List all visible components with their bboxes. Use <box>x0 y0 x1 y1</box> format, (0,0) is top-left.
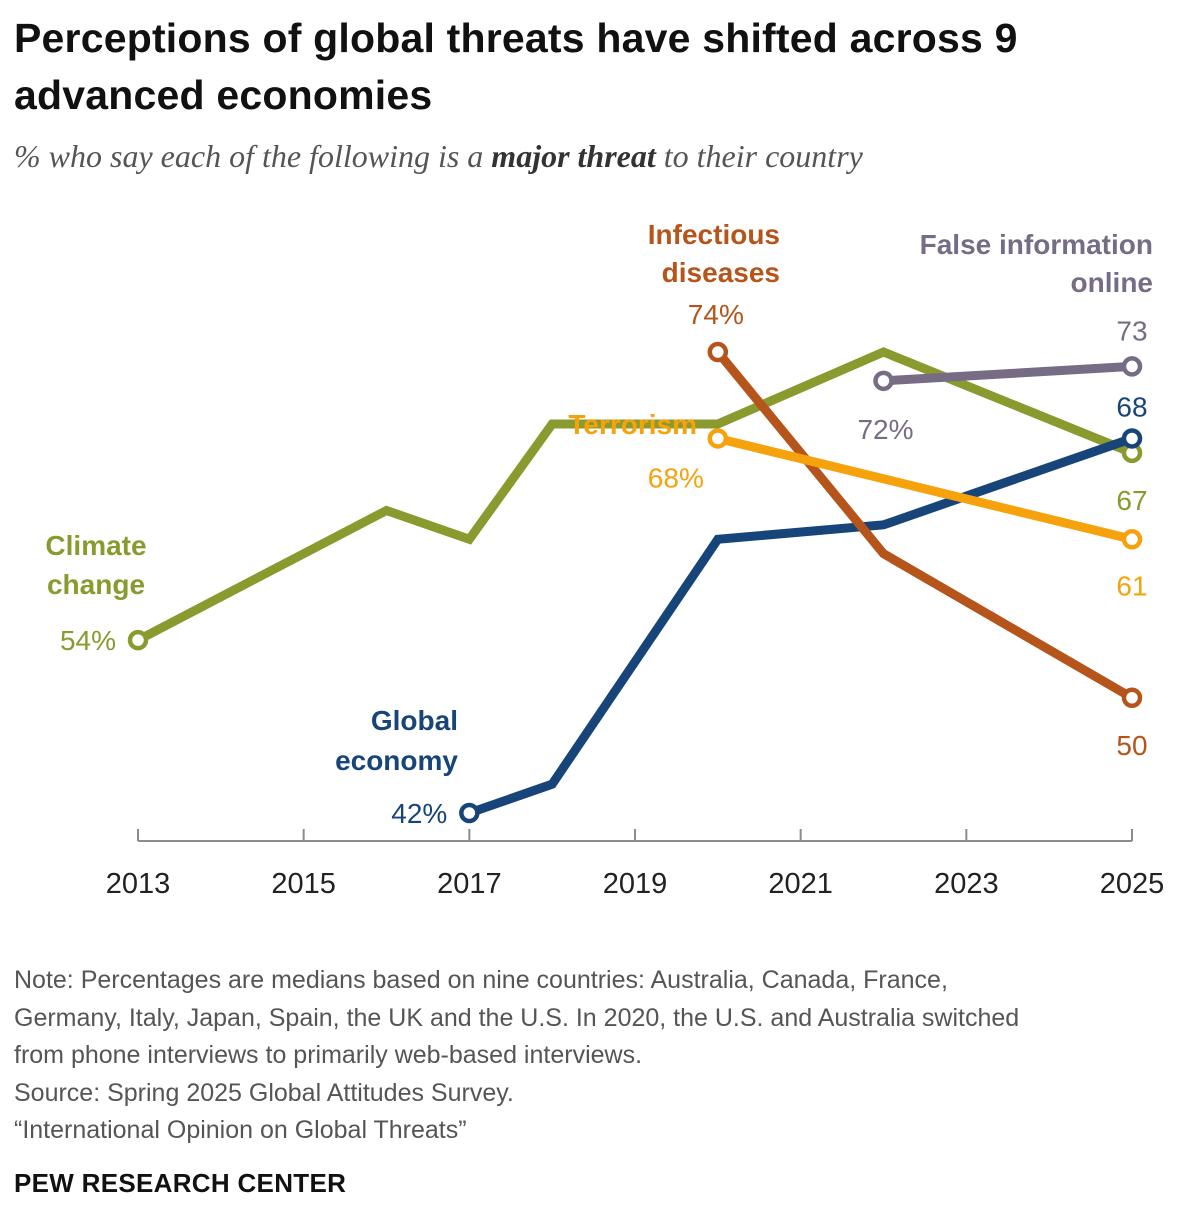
infectious-diseases-line <box>714 349 1135 702</box>
x-tick-label: 2025 <box>1100 868 1165 900</box>
subtitle-emphasis: major threat <box>491 138 656 174</box>
chart-title: Perceptions of global threats have shift… <box>14 15 1018 118</box>
false-information-online-line <box>883 361 1133 386</box>
climate-change-line <box>135 347 1134 645</box>
global-economy-end-marker <box>1121 428 1143 449</box>
global-economy-start-value: 42% <box>391 798 447 829</box>
x-tick-label: 2017 <box>437 868 502 900</box>
note-line: Germany, Italy, Japan, Spain, the UK and… <box>14 1003 1020 1032</box>
false-information-online-end-marker <box>1121 356 1143 377</box>
false-information-online-start-marker <box>873 370 894 392</box>
terrorism-start-value: 68% <box>648 462 704 493</box>
terrorism-series-label: Terrorism <box>568 409 697 440</box>
infectious-diseases-series-label: Infectious diseases <box>648 219 780 288</box>
org-credit: PEW RESEARCH CENTER <box>14 1168 347 1198</box>
source-line: Source: Spring 2025 Global Attitudes Sur… <box>14 1078 514 1107</box>
subtitle-prefix: % who say each of the following is a <box>14 138 492 174</box>
false-information-online-end-value: 73 <box>1116 315 1147 346</box>
series-lines <box>135 347 1135 818</box>
climate-change-start-marker <box>127 629 149 651</box>
x-tick-label: 2015 <box>271 868 336 900</box>
terrorism-end-marker <box>1121 529 1143 550</box>
terrorism-line <box>716 434 1134 544</box>
climate-change-series-label: Climate change <box>45 530 146 600</box>
x-axis: 2013 2015 2017 2019 2021 2023 2025 <box>106 829 1165 900</box>
series-markers <box>127 341 1143 824</box>
chart-note: Note: Percentages are medians based on n… <box>14 962 1184 1150</box>
subtitle-suffix: to their country <box>655 138 863 174</box>
chart-subtitle: % who say each of the following is a maj… <box>14 138 863 175</box>
climate-change-end-value: 67 <box>1116 485 1147 516</box>
global-economy-start-marker <box>459 802 480 824</box>
line-chart: 2013 2015 2017 2019 2021 2023 2025 Climate chan… <box>45 219 1165 900</box>
x-tick-label: 2013 <box>106 868 171 900</box>
infectious-diseases-start-marker <box>707 341 729 363</box>
climate-change-start-value: 54% <box>60 625 116 656</box>
infectious-diseases-end-marker <box>1121 687 1143 708</box>
x-tick-label: 2023 <box>934 868 999 900</box>
terrorism-start-marker <box>707 428 729 449</box>
x-tick-label: 2019 <box>603 868 668 900</box>
infectious-diseases-start-value: 74% <box>688 299 744 330</box>
series-labels: Climate change 54% 67 Global economy 42% 68 Infe… <box>45 219 1153 829</box>
terrorism-end-value: 61 <box>1116 570 1147 601</box>
global-economy-end-value: 68 <box>1116 391 1147 422</box>
note-line: from phone interviews to primarily web-b… <box>14 1041 643 1069</box>
infectious-diseases-end-value: 50 <box>1116 730 1147 761</box>
note-line: Note: Percentages are medians based on n… <box>14 966 948 994</box>
false-information-online-start-value: 72% <box>857 414 913 445</box>
report-title-line: “International Opinion on Global Threats… <box>14 1116 467 1144</box>
x-tick-label: 2021 <box>768 868 833 900</box>
global-economy-line <box>467 434 1134 818</box>
global-economy-series-label: Global economy <box>335 705 458 776</box>
false-information-online-series-label: False information online <box>920 229 1153 298</box>
